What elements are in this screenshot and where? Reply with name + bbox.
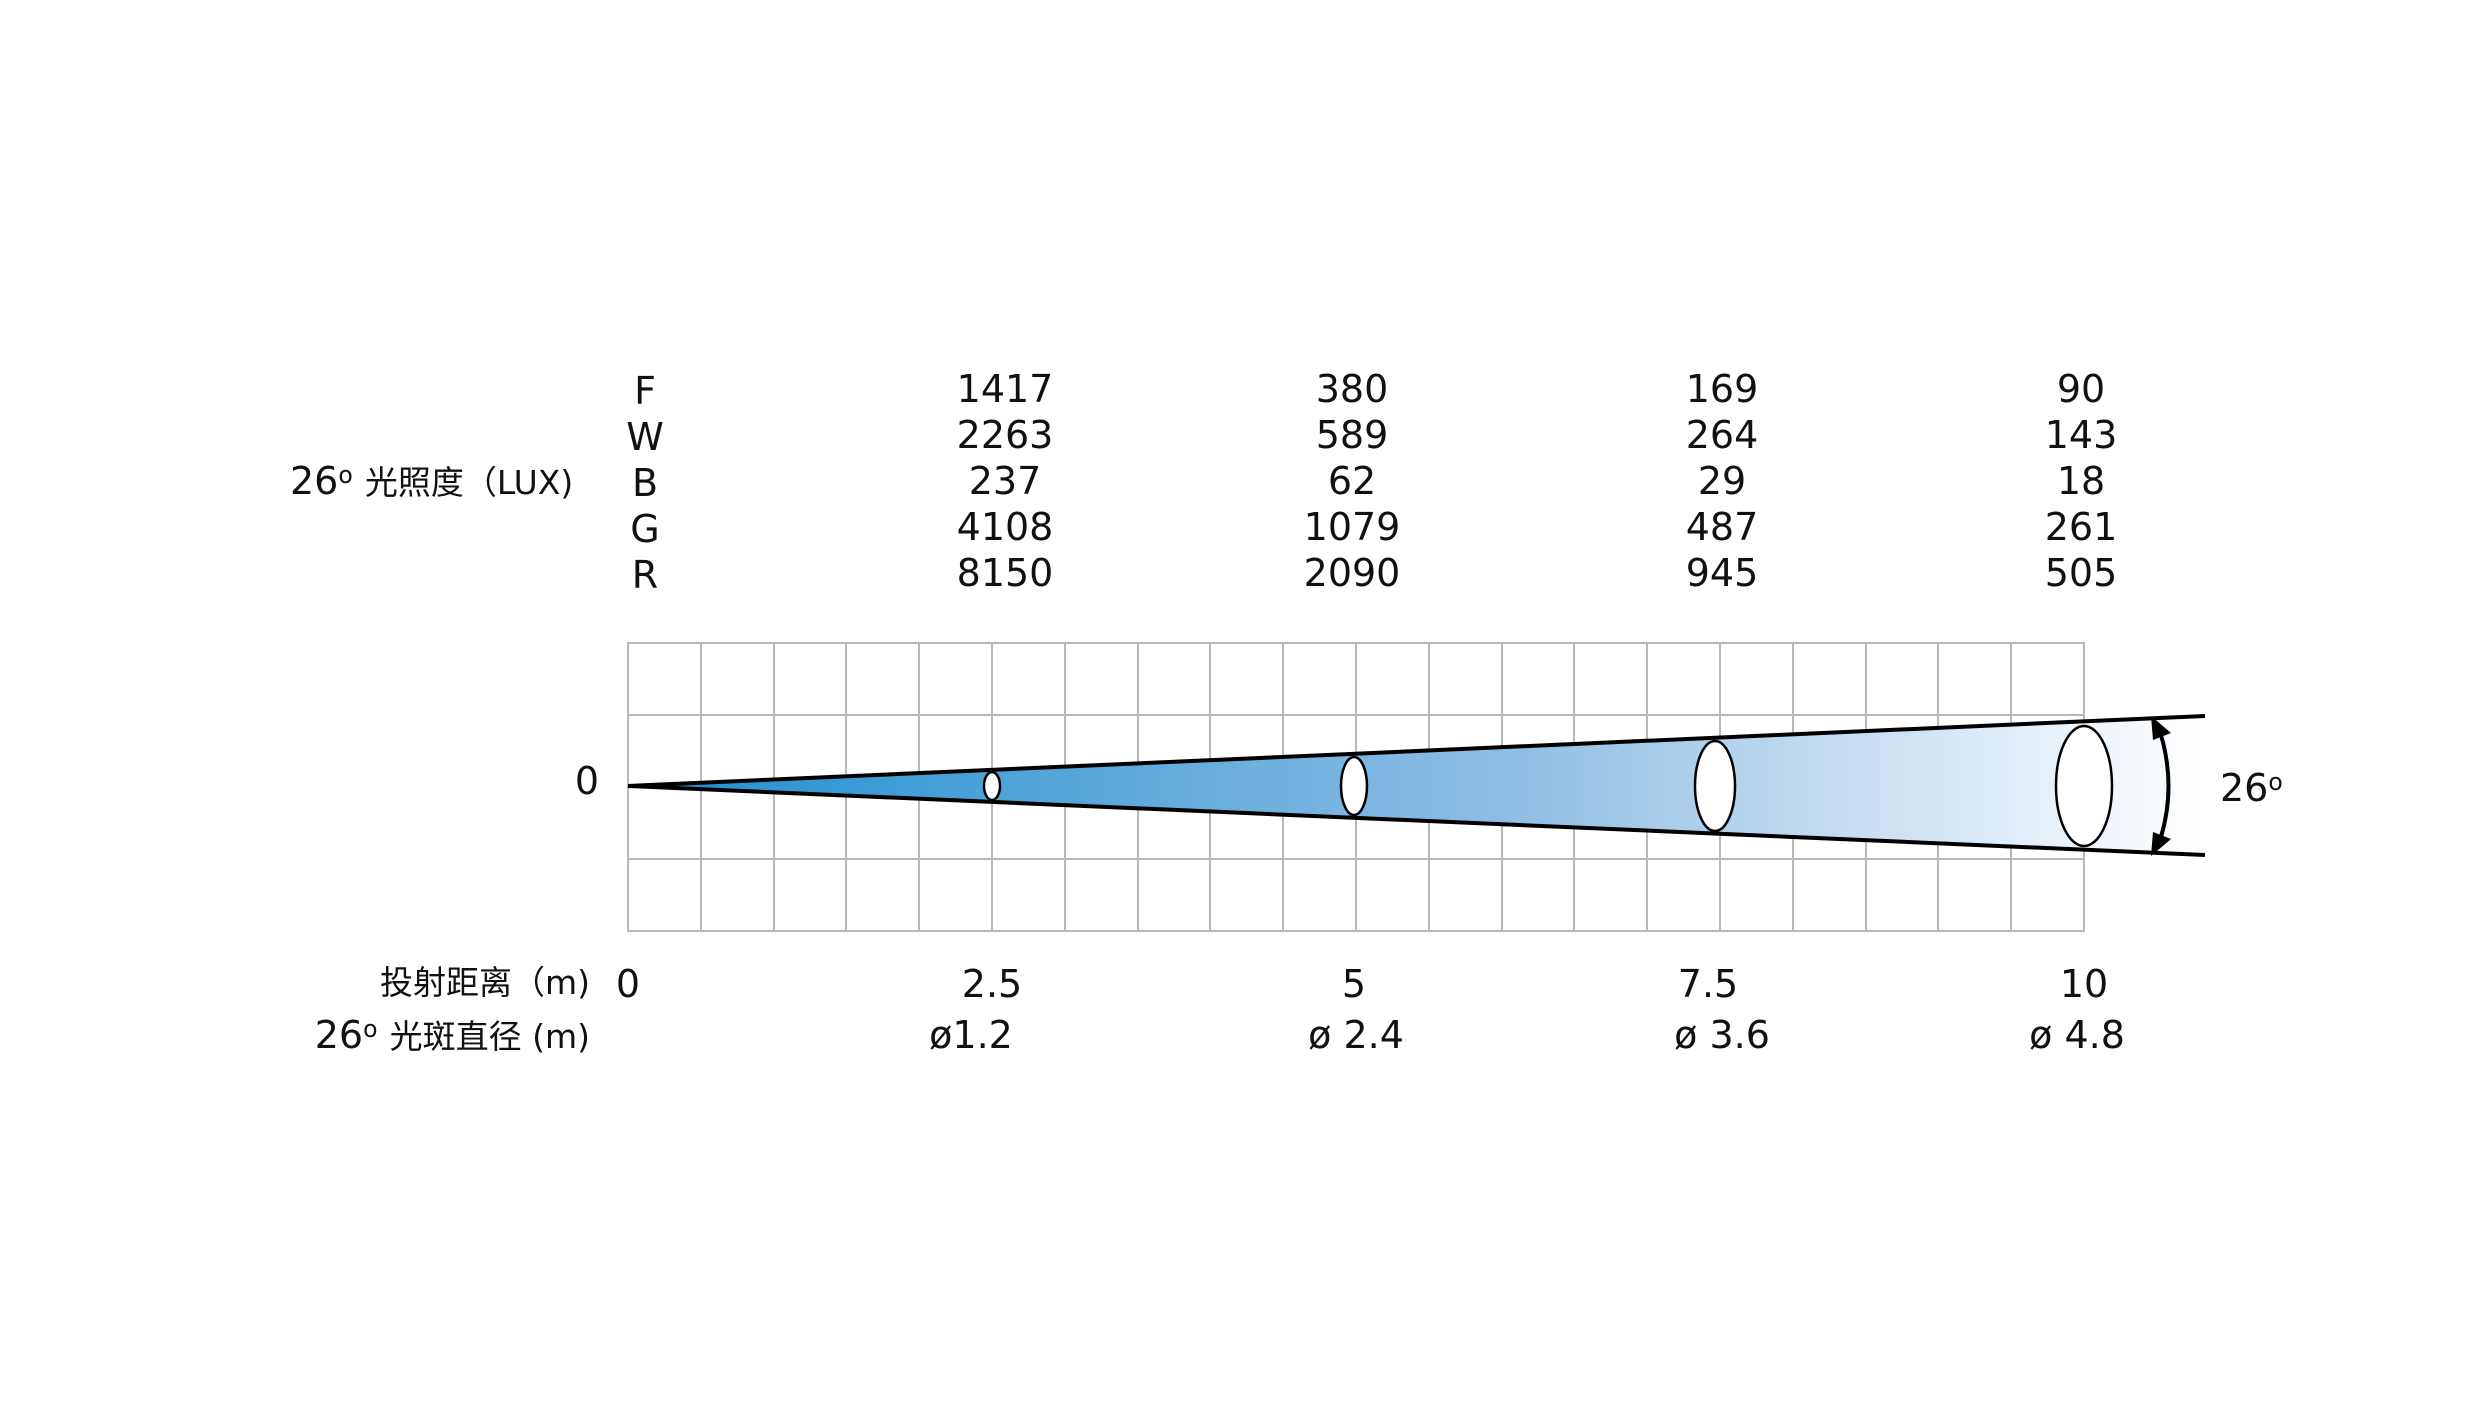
beam-angle-label: 26o xyxy=(2220,769,2283,807)
angle-arrow-up xyxy=(2151,716,2171,740)
distance-tick: 0 xyxy=(615,962,641,1006)
degree-symbol: o xyxy=(338,461,353,490)
lux-value: 8150 xyxy=(956,551,1054,595)
lux-value: 261 xyxy=(2044,505,2118,549)
lux-value: 62 xyxy=(1327,459,1377,503)
axis-origin-label: 0 xyxy=(574,759,600,803)
lux-value: 237 xyxy=(968,459,1042,503)
lux-value: 4108 xyxy=(956,505,1054,549)
spot-diameter-label: 26o 光斑直径 (m) xyxy=(315,1016,590,1054)
lux-value: 90 xyxy=(2056,367,2106,411)
spot-diameter-text: 光斑直径 (m) xyxy=(389,1017,590,1056)
lux-value: 169 xyxy=(1685,367,1759,411)
spot-ellipse-7-5m xyxy=(1693,739,1737,833)
channel-label-r: R xyxy=(631,553,659,597)
lux-value: 2090 xyxy=(1303,551,1401,595)
degree-symbol: o xyxy=(363,1015,378,1044)
beam-lower-edge xyxy=(627,784,2206,857)
lux-value: 29 xyxy=(1697,459,1747,503)
lux-value: 1417 xyxy=(956,367,1054,411)
spot-diameter-value: ø 2.4 xyxy=(1308,1013,1404,1057)
spot-diameter-value: ø1.2 xyxy=(929,1013,1013,1057)
illuminance-angle: 26 xyxy=(290,459,339,503)
distance-tick: 5 xyxy=(1341,962,1367,1006)
lux-value: 505 xyxy=(2044,551,2118,595)
angle-arrow-down xyxy=(2151,832,2171,856)
distance-tick: 7.5 xyxy=(1677,962,1739,1006)
lux-value: 2263 xyxy=(956,413,1054,457)
spot-ellipse-2-5m xyxy=(982,770,1002,802)
channel-label-w: W xyxy=(626,415,664,459)
spot-diameter-value: ø 4.8 xyxy=(2029,1013,2125,1057)
spot-ellipse-5m xyxy=(1339,755,1369,817)
beam-angle-arc xyxy=(2155,722,2171,850)
lux-value: 487 xyxy=(1685,505,1759,549)
degree-symbol: o xyxy=(2268,768,2283,797)
distance-tick: 10 xyxy=(2059,962,2109,1006)
lux-value: 589 xyxy=(1315,413,1389,457)
beam-angle-value: 26 xyxy=(2220,766,2269,810)
spot-angle: 26 xyxy=(314,1013,364,1057)
lux-value: 264 xyxy=(1685,413,1759,457)
beam-upper-edge xyxy=(627,714,2206,788)
distance-tick: 2.5 xyxy=(961,962,1023,1006)
illuminance-unit-label: 光照度（LUX) xyxy=(364,463,574,502)
lux-value: 945 xyxy=(1685,551,1759,595)
lux-value: 18 xyxy=(2056,459,2106,503)
light-beam-cone xyxy=(628,716,2205,855)
illuminance-label: 26o 光照度（LUX) xyxy=(290,462,573,500)
spot-diameter-value: ø 3.6 xyxy=(1674,1013,1770,1057)
channel-label-f: F xyxy=(634,369,656,413)
lux-value: 1079 xyxy=(1303,505,1401,549)
channel-label-b: B xyxy=(631,461,659,505)
lux-value: 380 xyxy=(1315,367,1389,411)
lux-value: 143 xyxy=(2044,413,2118,457)
channel-label-g: G xyxy=(630,507,660,551)
distance-label: 投射距离（m) xyxy=(379,963,590,1002)
spot-ellipse-10m xyxy=(2054,724,2114,848)
